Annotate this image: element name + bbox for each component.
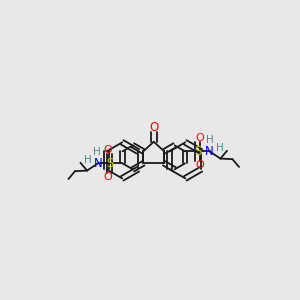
Text: N: N bbox=[205, 145, 214, 158]
Text: O: O bbox=[149, 121, 158, 134]
Text: O: O bbox=[195, 160, 204, 170]
Text: O: O bbox=[195, 133, 204, 142]
Text: H: H bbox=[93, 147, 101, 157]
Text: N: N bbox=[94, 157, 102, 170]
Text: O: O bbox=[104, 145, 112, 154]
Text: O: O bbox=[104, 172, 112, 182]
Text: S: S bbox=[194, 145, 201, 158]
Text: H: H bbox=[84, 155, 92, 165]
Text: H: H bbox=[216, 143, 224, 153]
Text: H: H bbox=[206, 135, 214, 145]
Text: S: S bbox=[106, 157, 114, 170]
